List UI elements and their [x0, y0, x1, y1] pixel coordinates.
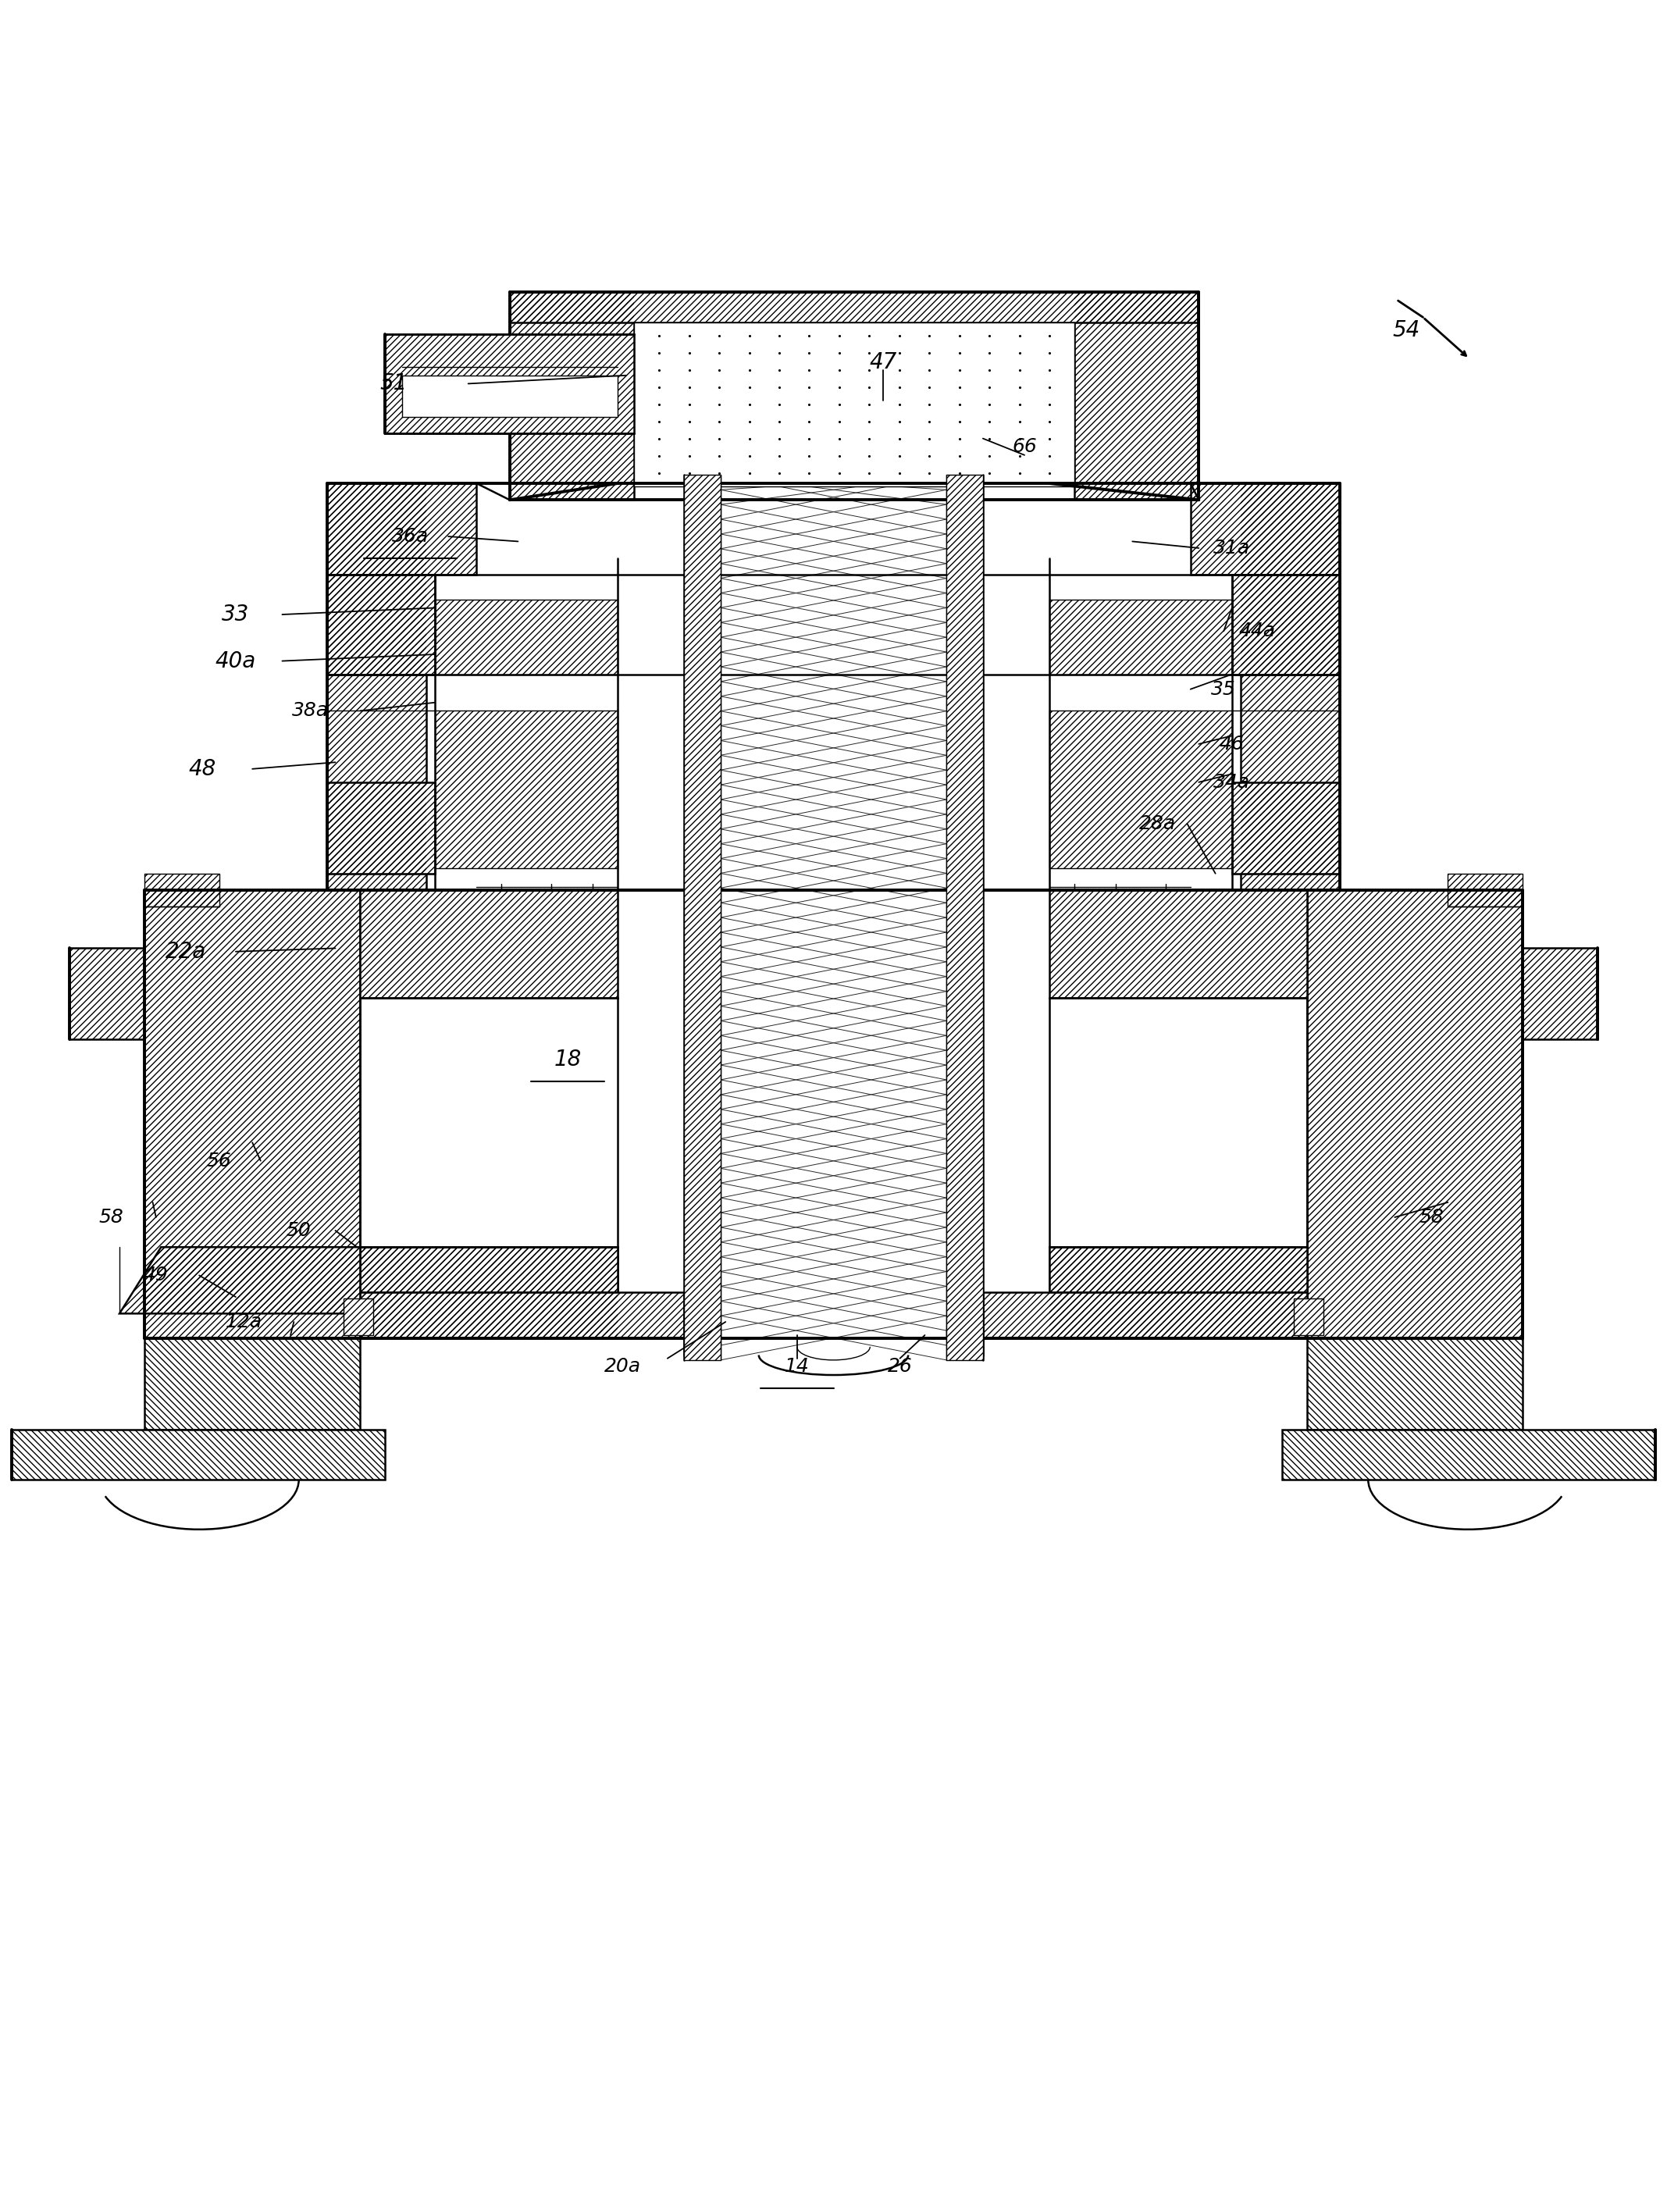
Polygon shape	[145, 889, 360, 1338]
Text: 58: 58	[1419, 1208, 1444, 1228]
Polygon shape	[683, 476, 720, 1360]
Polygon shape	[360, 1248, 618, 1338]
Text: 31a: 31a	[1214, 540, 1250, 557]
Polygon shape	[1307, 889, 1522, 1338]
Text: 34a: 34a	[1214, 772, 1250, 792]
Polygon shape	[343, 1298, 373, 1336]
Polygon shape	[327, 783, 435, 874]
Text: 33: 33	[222, 604, 250, 626]
Text: 50: 50	[287, 1221, 312, 1241]
Polygon shape	[1049, 710, 1232, 869]
Polygon shape	[402, 376, 618, 416]
Polygon shape	[145, 1338, 360, 1429]
Polygon shape	[947, 476, 984, 1360]
Polygon shape	[1049, 1248, 1307, 1292]
Text: 26: 26	[887, 1358, 912, 1376]
Text: 40a: 40a	[215, 650, 257, 672]
Text: 20a: 20a	[603, 1358, 642, 1376]
Polygon shape	[1190, 482, 1340, 575]
Text: 49: 49	[143, 1265, 168, 1285]
Text: 14: 14	[785, 1358, 810, 1376]
Text: 46: 46	[1220, 734, 1244, 754]
Text: 35: 35	[1212, 679, 1237, 699]
Text: 18: 18	[553, 1048, 582, 1071]
Text: 28a: 28a	[1139, 814, 1175, 834]
Polygon shape	[1240, 482, 1340, 889]
Polygon shape	[1049, 599, 1232, 675]
Polygon shape	[360, 1248, 618, 1292]
Text: 47: 47	[870, 352, 897, 374]
Text: 22a: 22a	[165, 940, 207, 962]
Polygon shape	[435, 599, 618, 675]
Polygon shape	[145, 874, 218, 907]
Text: 48: 48	[188, 759, 217, 781]
Text: 54: 54	[1392, 319, 1420, 341]
Text: 56: 56	[207, 1152, 232, 1170]
Polygon shape	[510, 292, 633, 500]
Text: 51: 51	[380, 374, 407, 394]
Polygon shape	[327, 482, 427, 889]
Polygon shape	[1282, 1429, 1655, 1480]
Text: 44a: 44a	[1239, 622, 1275, 641]
Text: 66: 66	[1012, 438, 1037, 456]
Text: 58: 58	[98, 1208, 123, 1228]
Polygon shape	[984, 1292, 1307, 1338]
Polygon shape	[360, 1292, 683, 1338]
Polygon shape	[1049, 889, 1307, 998]
Polygon shape	[385, 334, 633, 434]
Text: 38a: 38a	[292, 701, 328, 721]
Polygon shape	[327, 575, 435, 675]
Bar	[633, 323, 1074, 487]
Polygon shape	[1449, 874, 1522, 907]
Polygon shape	[1074, 292, 1199, 500]
Polygon shape	[1307, 1338, 1522, 1429]
Polygon shape	[1232, 783, 1340, 874]
Polygon shape	[1049, 1248, 1307, 1338]
Text: 12a: 12a	[225, 1312, 262, 1332]
Polygon shape	[1232, 575, 1340, 675]
Polygon shape	[510, 292, 1199, 323]
Polygon shape	[120, 1248, 360, 1314]
Polygon shape	[1294, 1298, 1324, 1336]
Polygon shape	[360, 889, 618, 998]
Polygon shape	[12, 1429, 385, 1480]
Polygon shape	[435, 710, 618, 869]
Text: 36a: 36a	[392, 526, 428, 546]
Polygon shape	[327, 482, 477, 575]
Polygon shape	[1522, 949, 1597, 1040]
Polygon shape	[70, 949, 145, 1040]
